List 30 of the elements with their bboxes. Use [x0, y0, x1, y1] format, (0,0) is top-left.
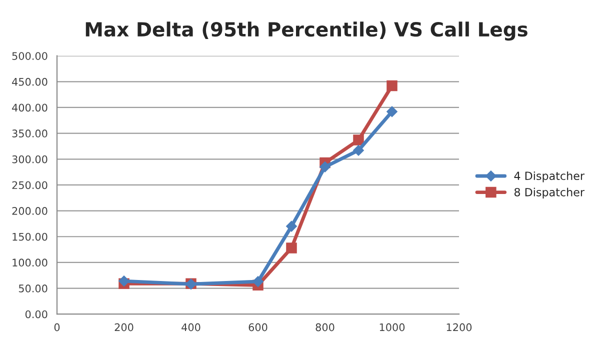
y-tick-label: 450.00 — [12, 78, 48, 86]
x-tick-label: 800 — [316, 323, 334, 332]
point — [252, 276, 264, 287]
x-tick-label: 200 — [114, 323, 134, 332]
x-tick-label: 0 — [54, 323, 60, 332]
legend-label: 4 Dispatcher — [514, 171, 585, 182]
point — [118, 276, 130, 286]
y-tick-label: 350.00 — [12, 130, 48, 138]
point — [353, 134, 364, 146]
point — [386, 106, 398, 118]
chart-title: Max Delta (95th Percentile) VS Call Legs — [86, 22, 528, 41]
x-tick-label: 1200 — [446, 323, 472, 332]
point — [286, 220, 297, 232]
y-tick-label: 250.00 — [12, 181, 48, 190]
x-tick-label: 600 — [248, 323, 268, 332]
point — [320, 161, 330, 172]
y-tick-label: 150.00 — [12, 232, 48, 241]
point — [353, 144, 364, 156]
x-tick-label: 400 — [182, 323, 200, 332]
point — [286, 242, 297, 254]
point — [386, 80, 398, 92]
legend-label: 8 Dispatcher — [514, 188, 585, 198]
y-tick-label: 400.00 — [12, 104, 48, 112]
y-tick-label: 100.00 — [12, 258, 48, 267]
y-tick-label: 200.00 — [12, 207, 48, 215]
y-tick-label: 50.00 — [18, 284, 48, 292]
y-tick-label: 500.00 — [12, 52, 48, 60]
y-tick-label: 300.00 — [12, 155, 48, 164]
x-tick-label: 1000 — [380, 323, 405, 332]
y-tick-label: 0.00 — [25, 310, 48, 318]
